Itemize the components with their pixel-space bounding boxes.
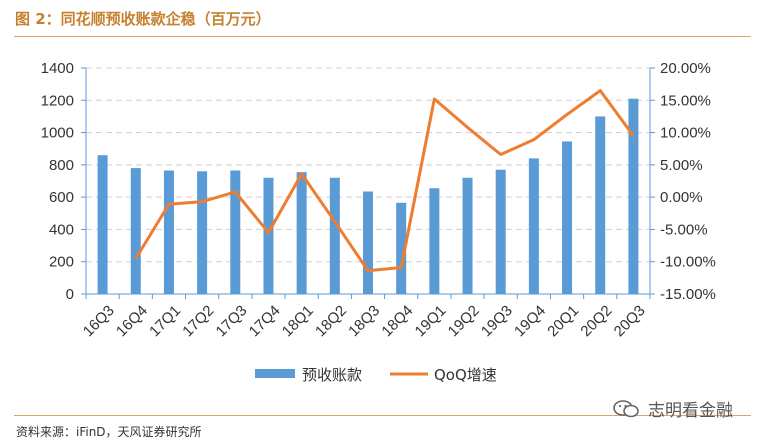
x-axis-tick-label: 17Q3 bbox=[213, 302, 251, 340]
right-axis-tick-label: 15.00% bbox=[660, 92, 711, 109]
left-axis-tick-label: 1200 bbox=[41, 92, 74, 109]
x-axis-tick-label: 19Q1 bbox=[412, 302, 450, 340]
bar bbox=[595, 116, 606, 294]
bar bbox=[97, 155, 108, 294]
chart: 0 200 400 600 800 1000 1200 1400 -15.00% -10.00%… bbox=[41, 60, 716, 384]
title-divider bbox=[14, 36, 751, 37]
left-axis-tick-label: 200 bbox=[49, 254, 74, 271]
x-axis: 16Q316Q417Q117Q217Q317Q418Q118Q218Q318Q4… bbox=[80, 293, 651, 340]
chart-title: 图 2：同花顺预收账款企稳（百万元） bbox=[15, 10, 271, 28]
right-axis-tick-label: -10.00% bbox=[660, 254, 716, 271]
bar bbox=[329, 177, 340, 294]
bar bbox=[363, 191, 373, 294]
legend-label-qoq: QoQ增速 bbox=[434, 366, 497, 384]
watermark-text: 志明看金融 bbox=[648, 401, 733, 421]
x-axis-tick-label: 16Q4 bbox=[113, 302, 151, 340]
x-axis-tick-label: 20Q2 bbox=[577, 302, 615, 340]
legend-label-deposits: 预收账款 bbox=[302, 366, 362, 384]
left-axis-tick-label: 1400 bbox=[41, 60, 74, 77]
right-axis-tick-label: 10.00% bbox=[660, 125, 711, 142]
bar bbox=[396, 202, 407, 294]
x-axis-tick-label: 18Q2 bbox=[312, 302, 350, 340]
bar bbox=[197, 171, 208, 294]
bar bbox=[230, 170, 241, 294]
bar bbox=[263, 177, 274, 294]
x-axis-tick-label: 18Q1 bbox=[279, 302, 317, 340]
x-axis-tick-label: 17Q1 bbox=[146, 302, 184, 340]
x-axis-tick-label: 18Q4 bbox=[378, 302, 416, 340]
right-axis-tick-label: 5.00% bbox=[660, 157, 703, 174]
right-axis-tick-label: 0.00% bbox=[660, 189, 703, 206]
bars bbox=[97, 98, 639, 295]
x-axis-tick-label: 17Q2 bbox=[179, 302, 217, 340]
x-axis-tick-label: 19Q2 bbox=[445, 302, 483, 340]
right-axis-tick-label: -5.00% bbox=[660, 221, 708, 238]
qoq-line-path bbox=[134, 89, 635, 273]
left-axis-tick-label: 400 bbox=[49, 221, 74, 238]
x-axis-tick-label: 18Q3 bbox=[345, 302, 383, 340]
x-axis-tick-label: 17Q4 bbox=[246, 302, 284, 340]
x-axis-tick-label: 20Q1 bbox=[544, 302, 582, 340]
x-axis-tick-label: 20Q3 bbox=[611, 302, 649, 340]
bar bbox=[528, 158, 539, 294]
left-axis-tick-label: 600 bbox=[49, 189, 74, 206]
left-axis-tick-label: 1000 bbox=[41, 125, 74, 142]
bar bbox=[495, 169, 506, 294]
x-axis-tick-label: 19Q4 bbox=[511, 302, 549, 340]
source-note: 资料来源：iFinD，天风证券研究所 bbox=[16, 425, 202, 439]
bar bbox=[462, 177, 473, 294]
bar bbox=[130, 168, 141, 294]
right-axis: -15.00% -10.00% -5.00% 0.00% 5.00% 10.00% 15.0… bbox=[649, 60, 716, 303]
x-axis-tick-label: 16Q3 bbox=[80, 302, 118, 340]
qoq-line bbox=[134, 89, 635, 273]
bar bbox=[296, 172, 307, 294]
bar bbox=[429, 188, 440, 294]
left-axis-tick-label: 800 bbox=[49, 157, 74, 174]
right-axis-tick-label: -15.00% bbox=[660, 286, 716, 303]
left-axis: 0 200 400 600 800 1000 1200 1400 bbox=[41, 60, 87, 303]
left-axis-tick-label: 0 bbox=[66, 286, 74, 303]
bar bbox=[163, 170, 174, 294]
legend: 预收账款 QoQ增速 bbox=[255, 366, 497, 384]
wechat-icon bbox=[613, 399, 639, 417]
bar bbox=[562, 141, 573, 294]
watermark: 志明看金融 bbox=[612, 396, 733, 421]
legend-swatch-deposits bbox=[255, 369, 295, 378]
bar bbox=[628, 98, 639, 295]
footer-divider bbox=[14, 415, 751, 416]
x-axis-tick-label: 19Q3 bbox=[478, 302, 516, 340]
right-axis-tick-label: 20.00% bbox=[660, 60, 711, 77]
